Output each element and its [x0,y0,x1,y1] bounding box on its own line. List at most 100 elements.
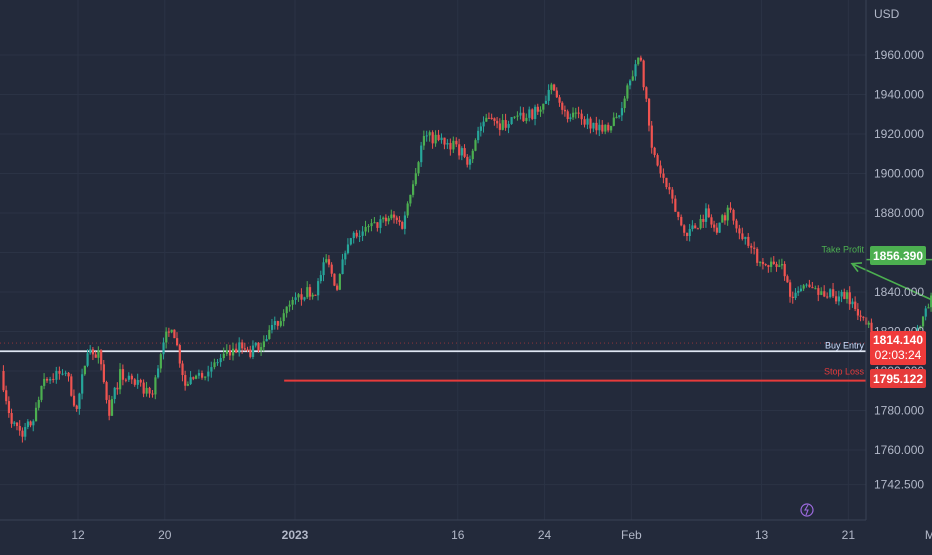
take-profit-value: 1856.390 [873,249,923,263]
candle-body [525,117,528,121]
candle-body [235,348,238,353]
candle-body [485,117,488,122]
candle-body [303,297,306,300]
candle-body [539,109,542,112]
candle-body [130,375,133,380]
currency-label: USD [874,7,900,21]
y-tick-label: 1780.000 [874,404,924,418]
candle-body [856,309,860,316]
candle-body [268,329,271,340]
x-tick-label: Feb [621,528,642,542]
candle-body [133,379,136,385]
x-tick-label: 24 [538,528,552,542]
time-axis[interactable]: 122020231624Feb1321Mar13 [71,528,932,542]
candle-body [791,296,794,298]
bar-countdown: 02:03:24 [875,348,922,362]
candle-body [513,116,516,118]
take-profit-badge [870,246,926,265]
candle-body [647,98,651,126]
candle-body [43,378,46,386]
grid [0,0,932,520]
candle-body [566,111,569,120]
candle-body [924,308,927,317]
candle-body [78,393,81,409]
candle-body [116,387,119,390]
candle-body [308,287,312,297]
candle-body [70,376,73,396]
candle-body [837,296,841,302]
candle-body [279,321,282,326]
candle-body [83,365,86,375]
current-price-badge [870,331,926,365]
candle-body [361,231,364,236]
candle-body [186,384,190,386]
candle-body [291,299,294,305]
target-arrow[interactable] [851,262,932,346]
candle-body [170,329,173,333]
candle-body [814,288,817,290]
candle-body [34,407,38,422]
candle-body [919,326,922,328]
x-tick-label: Mar [925,528,932,542]
candle-body [102,364,105,383]
candle-body [544,100,548,104]
candle-body [642,60,645,88]
candle-body [637,57,640,65]
candle-body [547,89,550,101]
candle-body [859,315,862,317]
candle-body [645,87,648,99]
candle-body [119,369,122,390]
x-tick-label: 12 [71,528,85,542]
candle-body [403,215,407,229]
buy-entry-label: Buy Entry [825,340,865,350]
candle-body [246,349,249,351]
candle-body [688,229,691,236]
candle-body [420,145,423,163]
candle-body [458,144,461,156]
lightning-icon[interactable] [800,503,814,517]
candle-body [376,222,379,228]
candle-body [612,117,615,126]
candle-body [254,342,257,346]
candle-body [668,187,671,190]
candle-body [569,117,572,120]
candle-body [384,217,388,222]
candle-body [674,198,677,212]
candle-body [395,217,398,221]
candle-body [696,228,700,230]
candle-body [496,120,499,124]
candle-body [194,375,198,379]
candle-body [136,379,139,385]
candle-body [685,232,689,236]
candle-body [355,232,358,237]
candle-body [319,275,322,282]
candle-body [691,225,694,230]
candle-body [282,313,285,322]
candle-body [145,387,148,394]
candle-body [108,399,111,416]
candle-body [121,369,125,380]
candle-body [86,353,89,366]
candle-body [634,64,637,77]
candle-body [598,124,601,131]
y-tick-label: 1880.000 [874,206,924,220]
candle-body [401,222,404,229]
candle-body [10,413,13,424]
candle-body [273,321,276,326]
candle-body [753,247,756,249]
candle-body [854,301,857,310]
candle-body [501,120,504,130]
candle-body [201,373,204,378]
candle-body [67,372,70,377]
candle-body [265,339,268,342]
candle-body [721,215,724,223]
candle-body [615,116,618,118]
candle-body [715,227,718,233]
candle-body [414,173,417,185]
candle-body [867,322,870,325]
candle-body [471,150,474,160]
candle-body [32,421,35,426]
candle-body [29,421,32,426]
